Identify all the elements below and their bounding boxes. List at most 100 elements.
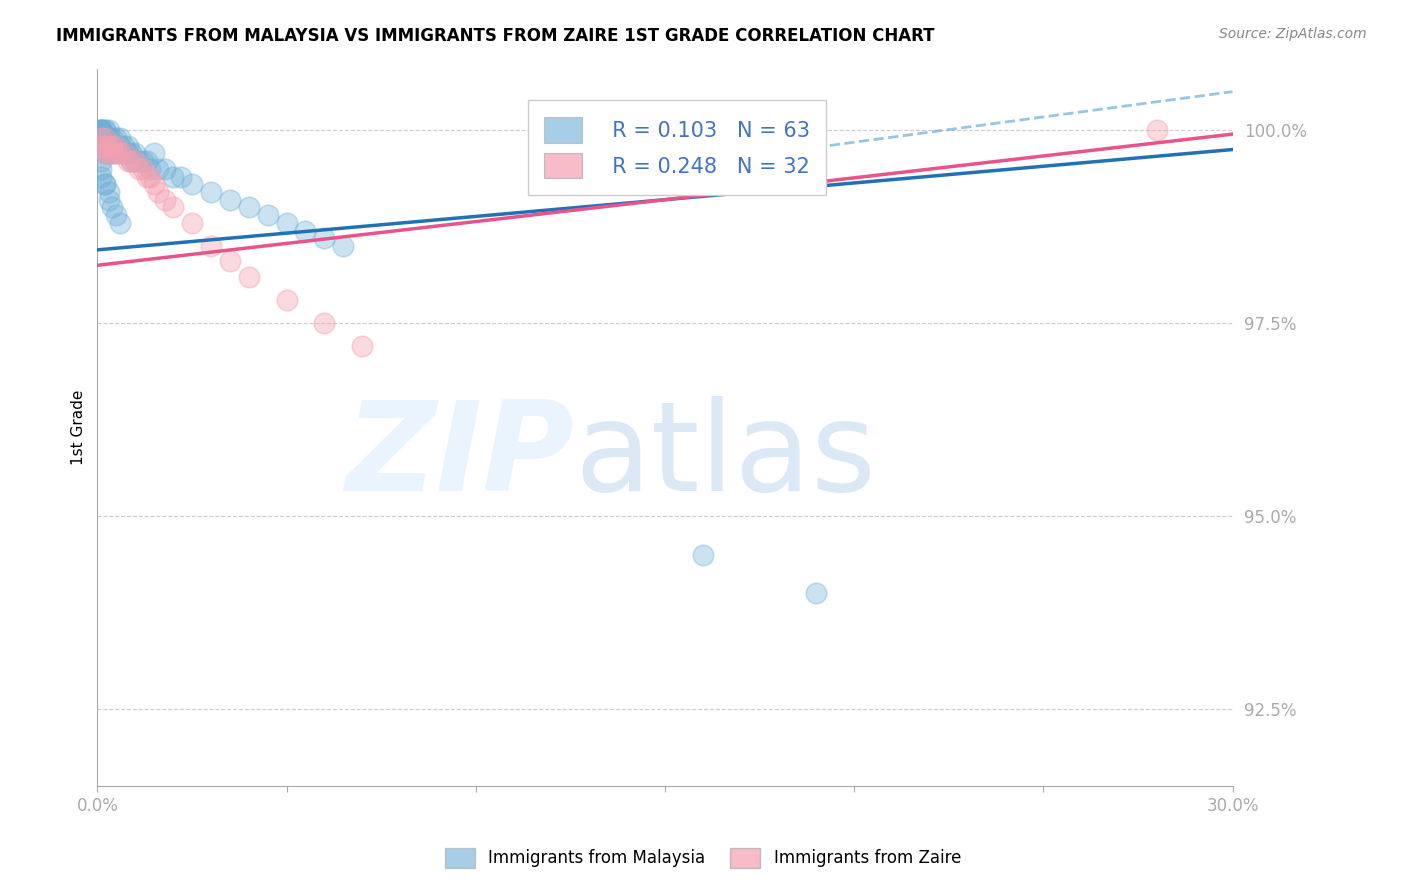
- Point: [181, 178, 204, 192]
- Point: [139, 161, 162, 176]
- Point: [101, 138, 124, 153]
- Point: [120, 154, 142, 169]
- Point: [314, 316, 336, 330]
- Point: [94, 131, 117, 145]
- Point: [162, 169, 184, 184]
- Point: [132, 154, 155, 169]
- Legend: Immigrants from Malaysia, Immigrants from Zaire: Immigrants from Malaysia, Immigrants fro…: [439, 841, 967, 875]
- Point: [97, 138, 120, 153]
- Point: [101, 138, 124, 153]
- Point: [112, 146, 135, 161]
- Point: [97, 131, 120, 145]
- Point: [101, 201, 124, 215]
- Point: [90, 161, 112, 176]
- Point: [97, 193, 120, 207]
- Point: [90, 138, 112, 153]
- Point: [135, 169, 157, 184]
- Point: [94, 178, 117, 192]
- Point: [314, 231, 336, 245]
- Point: [94, 138, 117, 153]
- Point: [218, 254, 240, 268]
- Point: [90, 123, 112, 137]
- Point: [94, 146, 117, 161]
- Point: [117, 138, 139, 153]
- Point: [120, 154, 142, 169]
- Point: [105, 208, 128, 222]
- Point: [135, 154, 157, 169]
- Point: [101, 146, 124, 161]
- Point: [90, 123, 112, 137]
- Point: [181, 216, 204, 230]
- Point: [97, 138, 120, 153]
- Point: [124, 146, 146, 161]
- Point: [90, 131, 112, 145]
- Text: ZIP: ZIP: [346, 395, 574, 516]
- Y-axis label: 1st Grade: 1st Grade: [72, 390, 86, 465]
- Text: atlas: atlas: [574, 395, 876, 516]
- Point: [128, 154, 150, 169]
- Point: [105, 131, 128, 145]
- Point: [97, 185, 120, 199]
- Point: [128, 161, 150, 176]
- Point: [162, 201, 184, 215]
- Point: [90, 154, 112, 169]
- Point: [256, 208, 278, 222]
- Point: [94, 131, 117, 145]
- Point: [90, 123, 112, 137]
- Point: [238, 201, 260, 215]
- Point: [90, 131, 112, 145]
- Point: [108, 131, 131, 145]
- Point: [94, 138, 117, 153]
- Point: [105, 138, 128, 153]
- Text: Source: ZipAtlas.com: Source: ZipAtlas.com: [1219, 27, 1367, 41]
- Point: [112, 146, 135, 161]
- Legend:   R = 0.103   N = 63,   R = 0.248   N = 32: R = 0.103 N = 63, R = 0.248 N = 32: [527, 101, 827, 195]
- Point: [105, 138, 128, 153]
- Point: [90, 146, 112, 161]
- Point: [146, 161, 169, 176]
- Point: [218, 193, 240, 207]
- Point: [124, 154, 146, 169]
- Point: [143, 146, 166, 161]
- Point: [276, 293, 298, 307]
- Point: [169, 169, 191, 184]
- Point: [101, 146, 124, 161]
- Point: [352, 339, 374, 353]
- Point: [94, 123, 117, 137]
- Point: [108, 146, 131, 161]
- Point: [200, 185, 222, 199]
- Point: [101, 131, 124, 145]
- Point: [117, 154, 139, 169]
- Point: [112, 138, 135, 153]
- Point: [155, 193, 177, 207]
- Point: [332, 239, 354, 253]
- Point: [97, 123, 120, 137]
- Point: [120, 146, 142, 161]
- Point: [97, 146, 120, 161]
- Point: [692, 548, 714, 562]
- Text: IMMIGRANTS FROM MALAYSIA VS IMMIGRANTS FROM ZAIRE 1ST GRADE CORRELATION CHART: IMMIGRANTS FROM MALAYSIA VS IMMIGRANTS F…: [56, 27, 935, 45]
- Point: [97, 146, 120, 161]
- Point: [1146, 123, 1168, 137]
- Point: [105, 146, 128, 161]
- Point: [108, 216, 131, 230]
- Point: [94, 123, 117, 137]
- Point: [806, 586, 828, 600]
- Point: [200, 239, 222, 253]
- Point: [155, 161, 177, 176]
- Point: [105, 146, 128, 161]
- Point: [294, 223, 316, 237]
- Point: [139, 169, 162, 184]
- Point: [90, 123, 112, 137]
- Point: [90, 169, 112, 184]
- Point: [132, 161, 155, 176]
- Point: [94, 178, 117, 192]
- Point: [276, 216, 298, 230]
- Point: [124, 154, 146, 169]
- Point: [238, 269, 260, 284]
- Point: [117, 146, 139, 161]
- Point: [108, 138, 131, 153]
- Point: [90, 138, 112, 153]
- Point: [143, 178, 166, 192]
- Point: [146, 185, 169, 199]
